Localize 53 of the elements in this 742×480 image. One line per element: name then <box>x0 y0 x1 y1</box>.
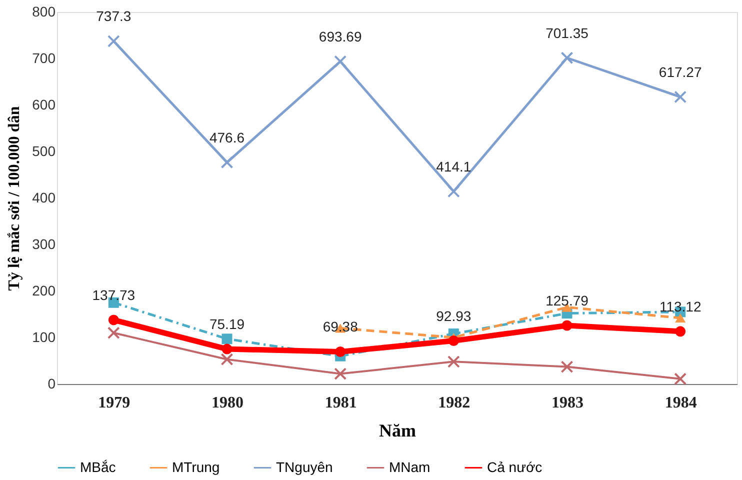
legend-label: MNam <box>389 458 430 475</box>
data-label: 113.12 <box>659 298 702 314</box>
y-tick-label: 0 <box>48 376 56 392</box>
data-label: 92.93 <box>436 308 472 324</box>
point <box>675 313 686 323</box>
data-label: 693.69 <box>318 28 362 44</box>
point <box>447 355 460 368</box>
legend-label: TNguyên <box>276 458 333 475</box>
data-label: 701.35 <box>546 24 589 41</box>
data-label: 75.19 <box>209 316 245 332</box>
data-label: 414.1 <box>436 158 472 174</box>
x-tick-label: 1980 <box>212 394 244 412</box>
legend-label: MTrung <box>172 458 220 475</box>
point <box>222 344 232 354</box>
legend-label: MBắc <box>80 458 116 475</box>
x-tick-label: 1981 <box>324 394 357 412</box>
y-tick-label: 100 <box>32 329 56 345</box>
y-tick-label: 500 <box>32 143 56 159</box>
point <box>220 156 234 169</box>
point <box>220 353 234 366</box>
data-label: 137.73 <box>92 286 136 303</box>
point <box>334 368 347 380</box>
y-tick-label: 600 <box>32 96 56 112</box>
point <box>447 185 460 198</box>
x-tick-label: 1984 <box>664 394 697 412</box>
data-label: 125.79 <box>546 292 589 309</box>
x-tick-label: 1983 <box>552 394 584 412</box>
y-tick-label: 400 <box>32 190 56 206</box>
point <box>560 52 574 64</box>
point <box>107 34 120 48</box>
point <box>560 360 574 374</box>
point <box>108 314 119 326</box>
point <box>334 55 347 68</box>
point <box>107 326 120 340</box>
legend-label: Cả nước <box>487 458 542 475</box>
x-axis-title: Năm <box>379 420 416 440</box>
y-tick-label: 800 <box>32 4 56 20</box>
data-label: 737.3 <box>96 8 132 24</box>
y-tick-label: 200 <box>32 282 56 298</box>
point <box>674 90 687 104</box>
point <box>675 326 686 337</box>
y-tick-label: 700 <box>32 50 56 66</box>
y-tick-label: 300 <box>32 236 56 252</box>
point <box>562 320 572 331</box>
point <box>222 334 232 344</box>
y-axis-title: Tỷ lệ mắc sởi / 100.000 dân <box>6 106 24 291</box>
data-label: 476.6 <box>209 129 245 146</box>
x-tick-label: 1979 <box>98 394 130 412</box>
point <box>448 336 459 346</box>
data-label: 617.27 <box>658 64 702 80</box>
point <box>674 372 687 386</box>
point <box>335 346 346 357</box>
x-tick-label: 1982 <box>438 394 470 412</box>
